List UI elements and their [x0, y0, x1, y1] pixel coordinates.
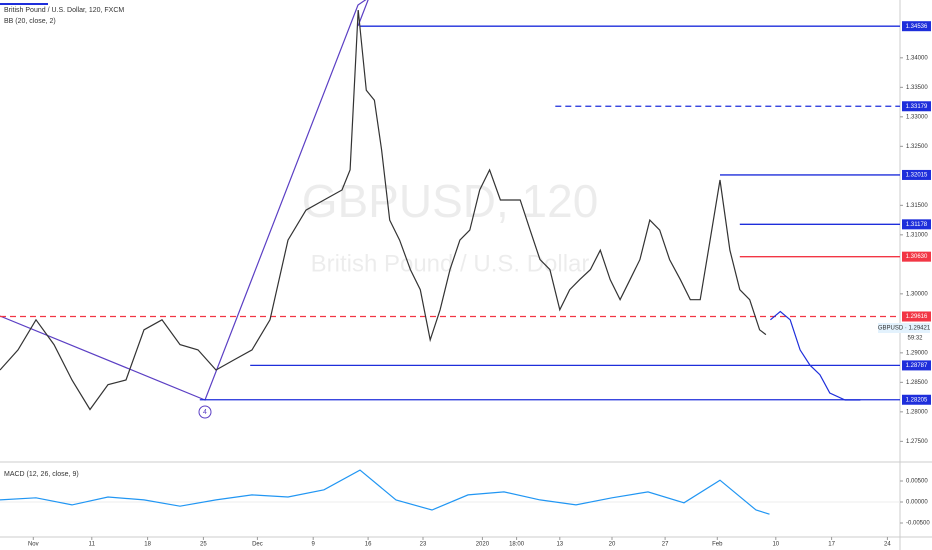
level-tag [902, 360, 931, 371]
level-label: 1.30630 [906, 254, 928, 260]
x-tick-label: 13 [556, 542, 563, 548]
x-tick-label: 25 [200, 542, 207, 548]
level-tag [902, 394, 931, 405]
wave-circle [198, 405, 212, 419]
level-label: 1.33179 [906, 104, 928, 110]
y-tick-label: 1.31500 [906, 203, 928, 209]
y-tick-label: 1.28000 [906, 409, 928, 415]
x-tick-label: Dec [252, 542, 263, 548]
countdown: 59:32 [907, 336, 923, 342]
price-label: GBPUSD · 1.29421 [878, 326, 931, 332]
x-tick-label: 11 [89, 542, 96, 548]
price-line [0, 9, 767, 411]
chart-title: British Pound / U.S. Dollar, 120, FXCM [4, 7, 124, 14]
y-tick-label: 1.32500 [906, 144, 928, 150]
price-line [770, 310, 861, 401]
x-tick-label: 27 [662, 542, 669, 548]
y-tick-label: 1.28500 [906, 380, 928, 386]
level-label: 1.28787 [906, 363, 928, 369]
x-tick-label: 16 [365, 542, 372, 548]
y-tick-label: 1.33500 [906, 85, 928, 91]
x-tick-label: 24 [884, 542, 891, 548]
level-label: 1.32015 [906, 173, 928, 179]
level-tag [902, 251, 931, 262]
level-label: 1.28205 [906, 397, 928, 403]
level-tag [902, 219, 931, 230]
level-label: 1.34536 [906, 24, 928, 30]
y-tick-label: 0.00500 [906, 479, 928, 485]
x-tick-label: 20 [609, 542, 616, 548]
y-tick-label: 1.34000 [906, 55, 928, 61]
y-tick-label: 1.30000 [906, 291, 928, 297]
x-tick-label: 23 [420, 542, 427, 548]
level-tag [902, 21, 931, 32]
level-label: 1.31178 [906, 222, 928, 228]
level-label: 1.29616 [906, 314, 928, 320]
x-tick-label: Feb [712, 542, 723, 548]
x-tick-label: 2020 [476, 542, 490, 548]
y-tick-label: -0.00500 [906, 521, 930, 527]
y-tick-label: 1.31000 [906, 232, 928, 238]
trend-drawing [357, 0, 369, 27]
x-tick-label: 9 [312, 542, 316, 548]
x-tick-label: 18 [144, 542, 151, 548]
level-tag [902, 169, 931, 180]
indicator-label: BB (20, close, 2) [4, 18, 56, 25]
wave-label: 4 [203, 409, 207, 416]
level-tag [902, 311, 931, 322]
price-line [0, 469, 770, 515]
x-tick-label: 17 [828, 542, 835, 548]
watermark-subtitle: British Pound / U.S. Dollar [311, 250, 590, 277]
watermark: GBPUSD, 120 [302, 175, 599, 227]
y-tick-label: 1.27500 [906, 439, 928, 445]
x-tick-label: 18:00 [509, 542, 525, 548]
trend-drawing [0, 0, 367, 401]
y-tick-label: 1.29000 [906, 350, 928, 356]
y-tick-label: 1.33000 [906, 114, 928, 120]
level-tag [902, 101, 931, 112]
y-tick-label: 0.00000 [906, 500, 928, 506]
macd-title: MACD (12, 26, close, 9) [4, 471, 79, 478]
x-tick-label: 10 [772, 542, 779, 548]
price-tag [878, 323, 930, 333]
x-tick-label: Nov [28, 542, 39, 548]
